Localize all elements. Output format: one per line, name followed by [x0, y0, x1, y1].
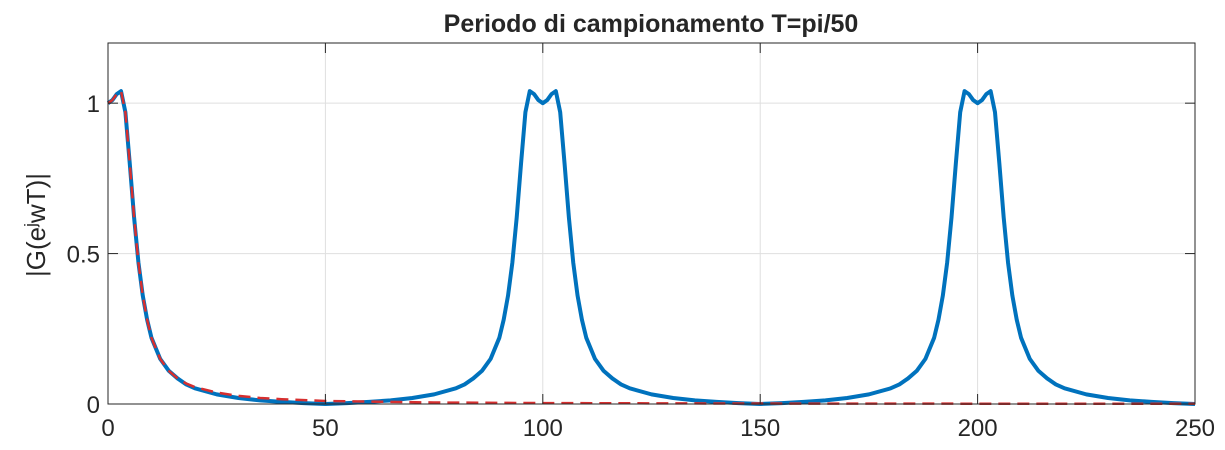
y-label-sup: j [21, 223, 40, 228]
y-tick-label: 0.5 [67, 242, 100, 269]
chart-title: Periodo di campionamento T=pi/50 [444, 10, 859, 38]
y-label-part: |G(e [21, 227, 51, 277]
line-series [106, 89, 1196, 406]
y-tick-label: 1 [87, 91, 100, 118]
x-tick-label: 0 [101, 415, 114, 442]
y-tick-label: 0 [87, 392, 100, 419]
x-tick-label: 100 [523, 415, 563, 442]
line-series [107, 89, 1196, 406]
y-label-part: wT)| [21, 173, 51, 224]
x-tick-label: 150 [740, 415, 780, 442]
x-tick-label: 50 [312, 415, 339, 442]
y-axis-label: |G(ejwT)| [21, 173, 51, 277]
x-tick-label: 200 [958, 415, 998, 442]
x-tick-label: 250 [1175, 415, 1215, 442]
plot-frame [107, 42, 1196, 405]
